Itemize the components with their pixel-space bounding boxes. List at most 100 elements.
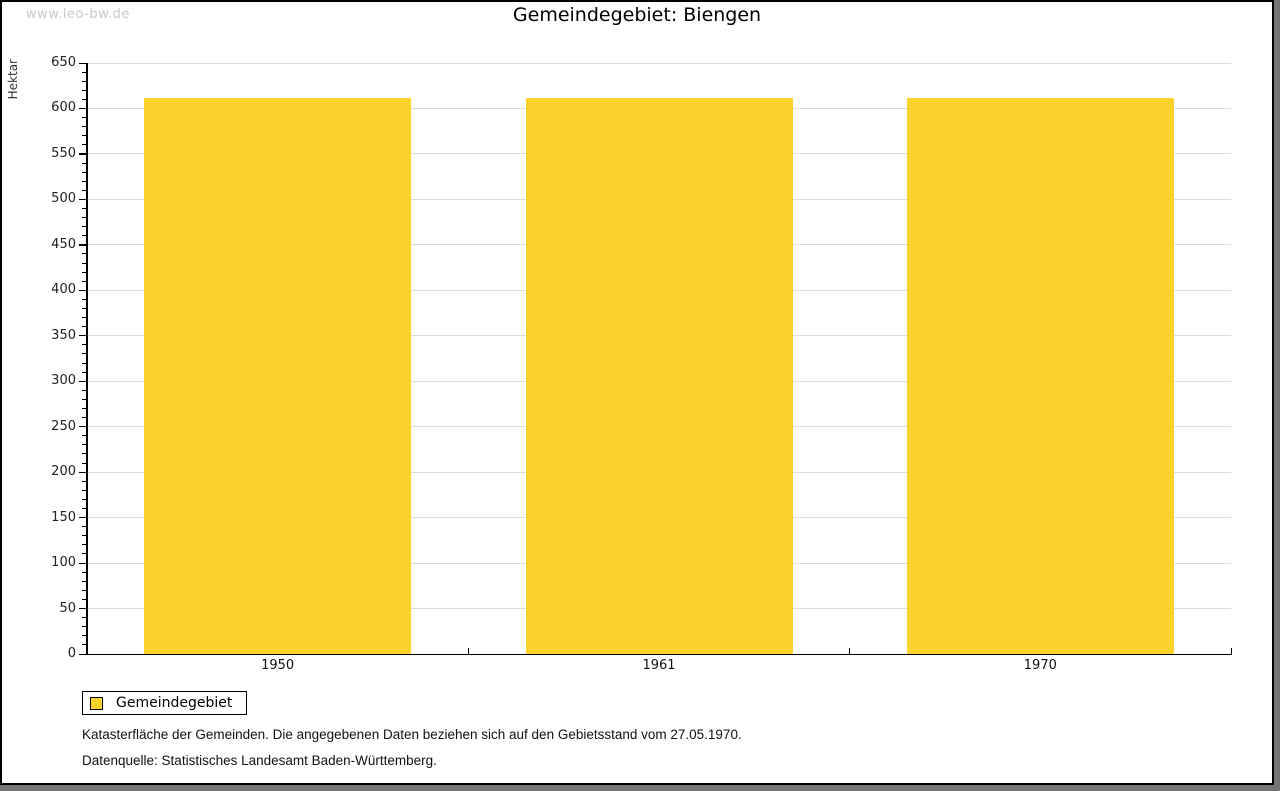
y-major-tick bbox=[79, 62, 86, 64]
y-minor-tick bbox=[82, 207, 86, 209]
y-minor-tick bbox=[82, 635, 86, 637]
y-major-tick bbox=[79, 380, 86, 382]
y-minor-tick bbox=[82, 226, 86, 228]
y-major-tick bbox=[79, 517, 86, 519]
y-major-tick bbox=[79, 608, 86, 610]
x-tick-label: 1961 bbox=[642, 658, 676, 673]
y-minor-tick bbox=[82, 580, 86, 582]
y-minor-tick bbox=[82, 508, 86, 510]
y-minor-tick bbox=[82, 535, 86, 537]
y-minor-tick bbox=[82, 326, 86, 328]
y-minor-tick bbox=[82, 80, 86, 82]
y-minor-tick bbox=[82, 453, 86, 455]
legend: Gemeindegebiet bbox=[82, 691, 248, 715]
y-tick-label: 500 bbox=[51, 191, 76, 207]
y-minor-tick bbox=[82, 235, 86, 237]
y-minor-tick bbox=[82, 126, 86, 128]
x-axis-line bbox=[86, 653, 1232, 655]
y-tick-label: 550 bbox=[51, 145, 76, 161]
y-tick-label: 300 bbox=[51, 373, 76, 389]
chart-title: Gemeindegebiet: Biengen bbox=[512, 4, 762, 26]
watermark: www.leo-bw.de bbox=[26, 7, 130, 22]
y-major-tick bbox=[79, 562, 86, 564]
bar bbox=[907, 98, 1174, 654]
y-minor-tick bbox=[82, 544, 86, 546]
y-minor-tick bbox=[82, 644, 86, 646]
y-minor-tick bbox=[82, 462, 86, 464]
y-tick-label: 350 bbox=[51, 327, 76, 343]
y-minor-tick bbox=[82, 307, 86, 309]
y-minor-tick bbox=[82, 71, 86, 73]
y-major-tick bbox=[79, 289, 86, 291]
y-minor-tick bbox=[82, 626, 86, 628]
y-minor-tick bbox=[82, 144, 86, 146]
y-minor-tick bbox=[82, 571, 86, 573]
y-minor-tick bbox=[82, 280, 86, 282]
bar bbox=[144, 98, 411, 654]
x-boundary-tick bbox=[467, 648, 470, 654]
y-minor-tick bbox=[82, 89, 86, 91]
y-minor-tick bbox=[82, 271, 86, 273]
y-minor-tick bbox=[82, 180, 86, 182]
caption-note: Katasterfläche der Gemeinden. Die angege… bbox=[82, 727, 742, 742]
y-tick-label: 150 bbox=[51, 509, 76, 525]
y-minor-tick bbox=[82, 398, 86, 400]
y-axis-line bbox=[86, 63, 88, 655]
y-tick-label: 100 bbox=[51, 555, 76, 571]
y-axis-title: Hektar bbox=[6, 59, 20, 100]
y-minor-tick bbox=[82, 262, 86, 264]
legend-swatch-icon bbox=[90, 696, 103, 710]
y-tick-label: 0 bbox=[67, 646, 76, 661]
y-minor-tick bbox=[82, 162, 86, 164]
y-minor-tick bbox=[82, 253, 86, 255]
y-minor-tick bbox=[82, 362, 86, 364]
y-minor-tick bbox=[82, 417, 86, 419]
y-tick-label: 200 bbox=[51, 464, 76, 480]
y-minor-tick bbox=[82, 489, 86, 491]
y-minor-tick bbox=[82, 344, 86, 346]
y-minor-tick bbox=[82, 189, 86, 191]
y-minor-tick bbox=[82, 371, 86, 373]
y-minor-tick bbox=[82, 589, 86, 591]
y-tick-label: 600 bbox=[51, 100, 76, 116]
y-minor-tick bbox=[82, 598, 86, 600]
y-tick-label: 400 bbox=[51, 282, 76, 298]
y-minor-tick bbox=[82, 389, 86, 391]
y-minor-tick bbox=[82, 98, 86, 100]
y-gridline bbox=[87, 62, 1231, 64]
legend-label: Gemeindegebiet bbox=[116, 695, 233, 711]
y-major-tick bbox=[79, 244, 86, 246]
y-minor-tick bbox=[82, 135, 86, 137]
caption-source: Datenquelle: Statistisches Landesamt Bad… bbox=[82, 753, 437, 768]
y-major-tick bbox=[79, 107, 86, 110]
y-minor-tick bbox=[82, 317, 86, 319]
y-major-tick bbox=[79, 198, 86, 201]
y-major-tick bbox=[79, 471, 86, 473]
y-major-tick bbox=[79, 335, 86, 337]
x-tick-label: 1950 bbox=[261, 658, 295, 673]
y-major-tick bbox=[79, 426, 86, 428]
y-minor-tick bbox=[82, 617, 86, 619]
x-tick-label: 1970 bbox=[1023, 658, 1057, 673]
y-minor-tick bbox=[82, 444, 86, 446]
y-minor-tick bbox=[82, 171, 86, 173]
y-tick-label: 50 bbox=[59, 600, 76, 616]
y-minor-tick bbox=[82, 435, 86, 437]
y-minor-tick bbox=[82, 526, 86, 528]
y-major-tick bbox=[79, 653, 86, 655]
y-minor-tick bbox=[82, 298, 86, 300]
y-minor-tick bbox=[82, 353, 86, 355]
y-minor-tick bbox=[82, 217, 86, 219]
y-tick-label: 450 bbox=[51, 236, 76, 252]
y-major-tick bbox=[79, 153, 86, 155]
x-boundary-tick bbox=[1230, 648, 1232, 654]
y-minor-tick bbox=[82, 117, 86, 119]
y-minor-tick bbox=[82, 480, 86, 482]
y-tick-label: 650 bbox=[51, 55, 76, 70]
x-boundary-tick bbox=[849, 648, 851, 654]
y-minor-tick bbox=[82, 498, 86, 500]
bar bbox=[526, 98, 793, 654]
y-tick-label: 250 bbox=[51, 418, 76, 434]
